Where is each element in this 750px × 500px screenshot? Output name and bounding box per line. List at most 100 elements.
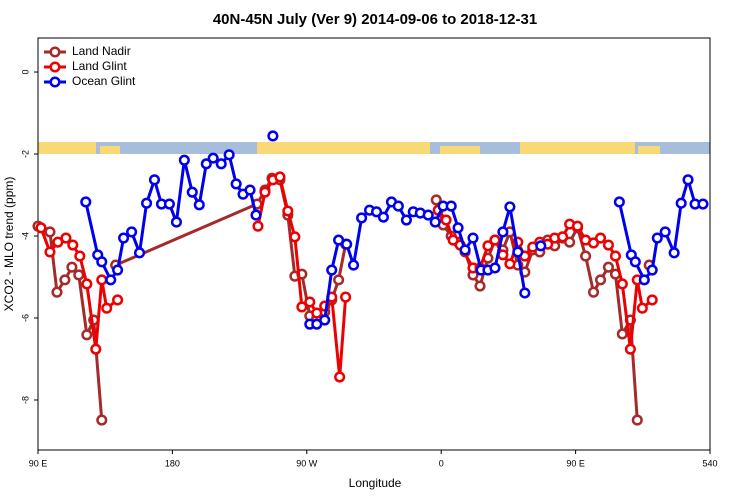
data-point [105,274,117,286]
land-band [257,142,430,154]
data-point [629,256,641,268]
data-point [141,197,153,209]
x-tick-label: 90 E [29,458,48,468]
data-point [133,247,146,259]
data-point [67,239,79,251]
data-point [447,234,459,246]
data-point [519,287,531,299]
legend-marker [49,61,61,73]
data-point [282,205,294,217]
y-tick-label: -2 [20,150,30,158]
surface-mask [38,142,710,154]
x-tick-label: 540 [702,458,717,468]
land-band [440,146,480,154]
x-tick-label: 0 [439,458,444,468]
data-point [504,258,516,270]
data-point [535,240,547,252]
data-point [207,152,219,164]
data-point [675,197,687,209]
data-point [571,220,584,232]
data-point [59,274,71,286]
data-point [230,178,242,190]
data-point [304,296,316,308]
chart-title: 40N-45N July (Ver 9) 2014-09-06 to 2018-… [213,11,537,28]
data-point [170,216,182,228]
data-point [66,261,78,273]
data-point [51,286,63,298]
data-point [474,280,486,292]
data-point [112,294,124,306]
data-point [90,343,102,355]
data-point [311,307,323,319]
data-point [587,237,600,249]
y-axis-label: XCO2 - MLO trend (ppm) [2,177,16,312]
data-point [118,232,130,244]
data-point [259,186,271,198]
data-point [602,239,615,251]
data-point [96,274,108,286]
y-tick-label: -8 [20,396,30,404]
data-point [609,250,622,262]
data-point [96,256,108,268]
data-point [613,196,625,208]
data-point [631,414,643,426]
data-point [602,261,615,273]
data-point [200,158,212,170]
data-point [289,231,301,243]
data-point [333,234,345,246]
plot-frame [37,37,711,451]
y-tick-label: -6 [20,314,30,322]
data-point [512,246,524,258]
data-point [504,201,516,213]
data-point [81,278,93,290]
data-point [250,209,262,221]
x-tick-label: 90 E [566,458,585,468]
data-point [215,158,227,170]
data-point [334,371,346,383]
data-point [638,274,650,286]
data-point [624,343,636,355]
legend-label: Land Glint [72,59,127,73]
data-point [594,274,607,286]
y-tick-label: 0 [20,70,30,75]
data-point [252,220,264,232]
series-line [434,199,639,421]
data-point [296,301,308,313]
x-tick-label: 180 [165,458,180,468]
data-point [326,264,338,276]
land-band [520,142,635,154]
data-point [73,269,85,281]
data-point [616,328,628,340]
data-point [697,198,709,210]
data-point [616,278,628,290]
x-tick-label: 90 W [296,458,318,468]
data-point [445,200,457,212]
data-point [392,200,404,212]
legend-marker [49,46,61,58]
legend-label: Land Nadir [72,44,131,58]
data-point [651,232,663,244]
data-point [101,302,113,314]
legend-marker [49,76,61,88]
data-point [244,184,256,196]
data-point [659,226,671,238]
data-point [126,226,138,238]
series-line [84,151,258,283]
x-axis-label: Longitude [349,476,402,490]
data-point [340,291,352,303]
data-point [81,329,93,341]
data-point [112,264,124,276]
legend-label: Ocean Glint [72,74,136,88]
data-point [587,286,600,298]
data-point [148,174,161,186]
data-point [580,250,592,262]
data-point [400,214,412,226]
land-band [100,146,120,154]
data-point [319,314,331,326]
data-point [636,302,648,314]
data-point [440,214,452,226]
data-point [430,194,442,206]
data-point [267,130,279,142]
data-point [564,236,576,248]
data-point [682,174,694,186]
